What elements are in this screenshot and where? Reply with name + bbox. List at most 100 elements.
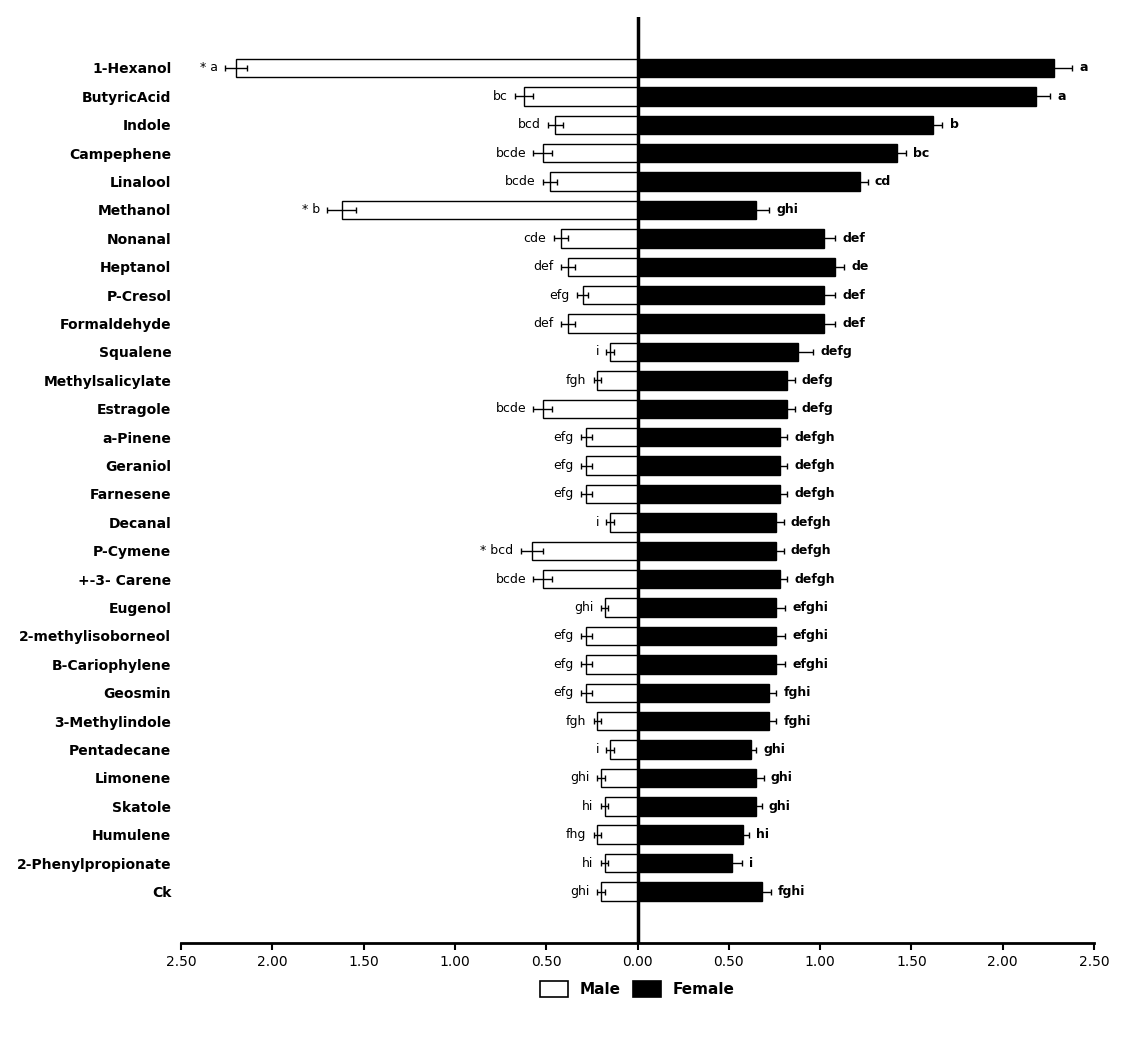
Text: efghi: efghi	[793, 658, 829, 671]
Bar	[587, 627, 637, 646]
Text: * b: * b	[302, 204, 320, 216]
Text: fgh: fgh	[566, 373, 587, 387]
Text: cd: cd	[875, 175, 891, 188]
Bar	[561, 229, 637, 248]
Bar	[637, 343, 798, 361]
Bar	[637, 570, 780, 589]
Text: efg: efg	[553, 630, 573, 642]
Bar	[543, 143, 637, 162]
Bar	[637, 400, 787, 418]
Text: i: i	[596, 345, 599, 359]
Text: efghi: efghi	[793, 601, 829, 614]
Bar	[637, 371, 787, 389]
Bar	[637, 59, 1054, 77]
Text: fhg: fhg	[566, 828, 587, 841]
Text: efg: efg	[553, 459, 573, 472]
Bar	[637, 598, 776, 617]
Bar	[555, 116, 637, 134]
Bar	[637, 741, 751, 759]
Bar	[637, 825, 743, 844]
Bar	[637, 882, 761, 901]
Bar	[637, 116, 933, 134]
Bar	[637, 88, 1036, 106]
Text: a: a	[1080, 61, 1088, 75]
Text: ghi: ghi	[763, 743, 786, 756]
Bar	[605, 598, 637, 617]
Bar	[637, 853, 733, 872]
Text: ghi: ghi	[574, 601, 593, 614]
Bar	[543, 570, 637, 589]
Bar	[637, 684, 769, 702]
Text: defgh: defgh	[795, 430, 835, 444]
Text: defg: defg	[802, 373, 833, 387]
Bar	[601, 882, 637, 901]
Text: bcd: bcd	[518, 118, 540, 131]
Text: a: a	[1057, 90, 1066, 103]
Text: ghi: ghi	[571, 885, 590, 898]
Bar	[637, 627, 776, 646]
Text: bc: bc	[913, 147, 929, 159]
Text: fghi: fghi	[778, 885, 805, 898]
Bar	[587, 684, 637, 702]
Text: def: def	[534, 318, 554, 330]
Text: de: de	[851, 261, 868, 273]
Text: bcde: bcde	[504, 175, 535, 188]
Bar	[341, 200, 637, 219]
Bar	[525, 88, 637, 106]
Bar	[531, 541, 637, 560]
Text: hi: hi	[582, 800, 593, 812]
Bar	[637, 457, 780, 475]
Legend: Male, Female: Male, Female	[533, 974, 742, 1004]
Text: fgh: fgh	[566, 714, 587, 728]
Text: * bcd: * bcd	[480, 544, 513, 557]
Text: cde: cde	[524, 232, 546, 245]
Bar	[583, 286, 637, 305]
Bar	[598, 371, 637, 389]
Text: bcde: bcde	[495, 402, 526, 416]
Text: def: def	[842, 232, 865, 245]
Bar	[637, 314, 824, 332]
Bar	[587, 428, 637, 446]
Bar	[637, 798, 757, 816]
Text: defgh: defgh	[795, 487, 835, 500]
Bar	[610, 741, 637, 759]
Bar	[587, 655, 637, 673]
Text: hi: hi	[757, 828, 769, 841]
Bar	[637, 172, 860, 191]
Text: efghi: efghi	[793, 630, 829, 642]
Text: defgh: defgh	[795, 573, 835, 586]
Bar	[637, 286, 824, 305]
Bar	[235, 59, 637, 77]
Text: ghi: ghi	[571, 771, 590, 785]
Bar	[569, 257, 637, 276]
Text: defgh: defgh	[790, 544, 831, 557]
Bar	[637, 541, 776, 560]
Text: def: def	[842, 289, 865, 302]
Text: efg: efg	[553, 430, 573, 444]
Bar	[637, 513, 776, 532]
Text: defgh: defgh	[795, 459, 835, 472]
Text: i: i	[596, 743, 599, 756]
Bar	[598, 825, 637, 844]
Bar	[637, 143, 896, 162]
Bar	[587, 484, 637, 503]
Bar	[598, 712, 637, 730]
Text: b: b	[949, 118, 958, 131]
Bar	[605, 798, 637, 816]
Text: efg: efg	[553, 658, 573, 671]
Text: efg: efg	[549, 289, 570, 302]
Bar	[637, 428, 780, 446]
Bar	[610, 343, 637, 361]
Text: defg: defg	[802, 402, 833, 416]
Text: fghi: fghi	[784, 714, 811, 728]
Text: efg: efg	[553, 686, 573, 699]
Text: defgh: defgh	[790, 516, 831, 529]
Text: defg: defg	[820, 345, 852, 359]
Text: efg: efg	[553, 487, 573, 500]
Text: ghi: ghi	[769, 800, 790, 812]
Text: bcde: bcde	[495, 147, 526, 159]
Bar	[637, 229, 824, 248]
Text: bc: bc	[493, 90, 508, 103]
Text: def: def	[534, 261, 554, 273]
Bar	[637, 712, 769, 730]
